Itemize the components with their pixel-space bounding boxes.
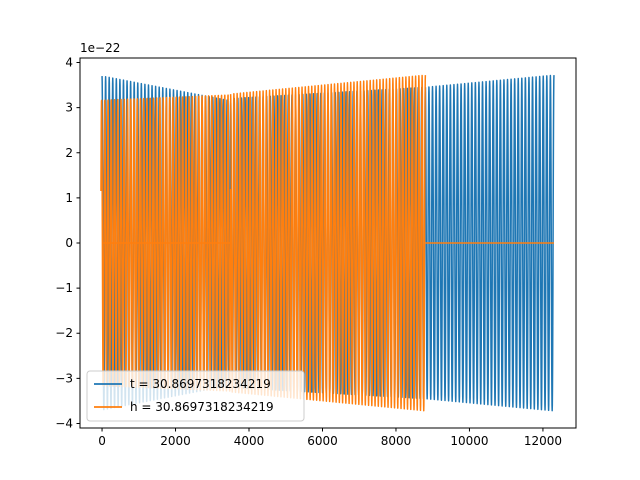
y-tick-label: −3 (55, 371, 73, 385)
legend-label-h: h = 30.8697318234219 (130, 400, 274, 414)
y-tick-label: 4 (65, 56, 73, 70)
y-tick-label: 0 (65, 236, 73, 250)
x-tick-label: 6000 (307, 434, 338, 448)
y-tick-label: −2 (55, 326, 73, 340)
series-0-segment-2 (424, 74, 555, 412)
legend-label-t: t = 30.8697318234219 (130, 377, 271, 391)
legend: t = 30.8697318234219 h = 30.869731823421… (86, 370, 305, 422)
x-tick-label: 8000 (381, 434, 412, 448)
series-1-segment-2 (229, 74, 427, 412)
y-tick-label: −4 (55, 416, 73, 430)
x-axis: 0 2000 4000 6000 8000 10000 12000 (98, 428, 562, 448)
x-tick-label: 0 (98, 434, 106, 448)
y-tick-label: 1 (65, 191, 73, 205)
y-tick-label: −1 (55, 281, 73, 295)
y-axis-scale-label: 1e−22 (80, 41, 120, 55)
x-tick-label: 10000 (450, 434, 488, 448)
y-tick-label: 3 (65, 101, 73, 115)
x-tick-label: 2000 (160, 434, 191, 448)
y-axis: −4 −3 −2 −1 0 1 2 3 4 (55, 56, 80, 430)
x-tick-label: 4000 (234, 434, 265, 448)
y-tick-label: 2 (65, 146, 73, 160)
legend-box (86, 370, 305, 422)
x-tick-label: 12000 (524, 434, 562, 448)
